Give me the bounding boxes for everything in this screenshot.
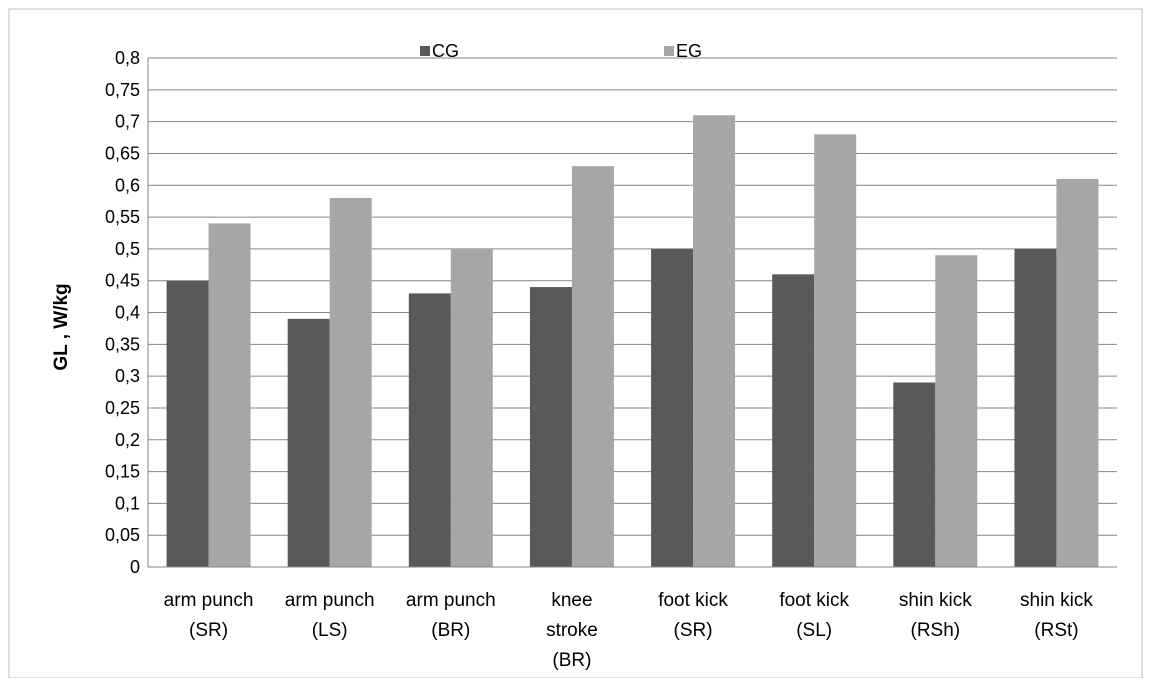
y-tick-label: 0,8 bbox=[115, 48, 140, 68]
bar-cg-3 bbox=[529, 287, 572, 567]
bar-eg-0 bbox=[208, 223, 251, 568]
y-tick-label: 0,35 bbox=[105, 334, 140, 354]
bar-eg-4 bbox=[693, 115, 736, 567]
y-tick-label: 0 bbox=[130, 557, 140, 577]
x-tick-label: (SR) bbox=[189, 620, 228, 641]
legend-label-cg: CG bbox=[432, 41, 459, 61]
x-tick-label: shin kick bbox=[1020, 590, 1093, 611]
y-tick-label: 0,55 bbox=[105, 207, 140, 227]
x-tick-label: arm punch bbox=[164, 590, 254, 611]
y-tick-label: 0,75 bbox=[105, 80, 140, 100]
bar-cg-7 bbox=[1014, 248, 1057, 567]
y-axis-label: GL , W/kg bbox=[51, 283, 72, 370]
x-tick-label: arm punch bbox=[285, 590, 375, 611]
y-tick-label: 0,1 bbox=[115, 493, 140, 513]
x-tick-label: (RSt) bbox=[1034, 620, 1078, 641]
y-tick-label: 0,6 bbox=[115, 175, 140, 195]
y-tick-label: 0,7 bbox=[115, 112, 140, 132]
x-tick-label: (SR) bbox=[674, 620, 713, 641]
legend-label-eg: EG bbox=[676, 41, 702, 61]
x-tick-label: knee bbox=[551, 590, 592, 611]
bar-cg-6 bbox=[893, 382, 936, 567]
y-tick-label: 0,3 bbox=[115, 366, 140, 386]
bar-eg-6 bbox=[935, 255, 978, 568]
x-tick-label: (RSh) bbox=[911, 620, 961, 641]
legend: CG EG bbox=[420, 41, 702, 61]
y-tick-labels: 0 0,05 0,1 0,15 0,2 0,25 0,3 0,35 0,4 0,45 0,5 0,55… bbox=[105, 48, 140, 577]
legend-swatch-eg bbox=[664, 46, 674, 56]
y-tick-label: 0,5 bbox=[115, 239, 140, 259]
bar-cg-0 bbox=[166, 280, 209, 567]
x-tick-label: stroke bbox=[546, 620, 598, 641]
bars bbox=[166, 115, 1099, 568]
legend-swatch-cg bbox=[420, 46, 430, 56]
bar-cg-2 bbox=[408, 293, 451, 567]
y-tick-label: 0,2 bbox=[115, 430, 140, 450]
y-tick-label: 0,65 bbox=[105, 143, 140, 163]
x-tick-label: (LS) bbox=[312, 620, 348, 641]
x-tick-label: arm punch bbox=[406, 590, 496, 611]
y-tick-label: 0,4 bbox=[115, 303, 140, 323]
y-tick-label: 0,25 bbox=[105, 398, 140, 418]
x-tick-label: foot kick bbox=[658, 590, 728, 611]
x-tick-label: (BR) bbox=[431, 620, 470, 641]
bar-cg-1 bbox=[287, 318, 330, 567]
bar-eg-2 bbox=[450, 248, 493, 567]
bar-eg-3 bbox=[571, 166, 614, 567]
y-tick-label: 0,15 bbox=[105, 462, 140, 482]
x-tick-labels: arm punch (SR) arm punch (LS) arm punch (BR) k… bbox=[164, 590, 1094, 671]
bar-eg-7 bbox=[1056, 178, 1099, 567]
bar-eg-5 bbox=[814, 134, 857, 567]
y-tick-label: 0,05 bbox=[105, 525, 140, 545]
axes bbox=[147, 58, 1117, 568]
y-tick-label: 0,45 bbox=[105, 271, 140, 291]
x-tick-label: shin kick bbox=[899, 590, 972, 611]
bar-eg-1 bbox=[329, 197, 372, 567]
x-tick-label: (BR) bbox=[552, 650, 591, 671]
x-tick-label: (SL) bbox=[796, 620, 832, 641]
bar-cg-5 bbox=[772, 274, 815, 567]
bar-cg-4 bbox=[651, 248, 694, 567]
x-tick-label: foot kick bbox=[779, 590, 849, 611]
